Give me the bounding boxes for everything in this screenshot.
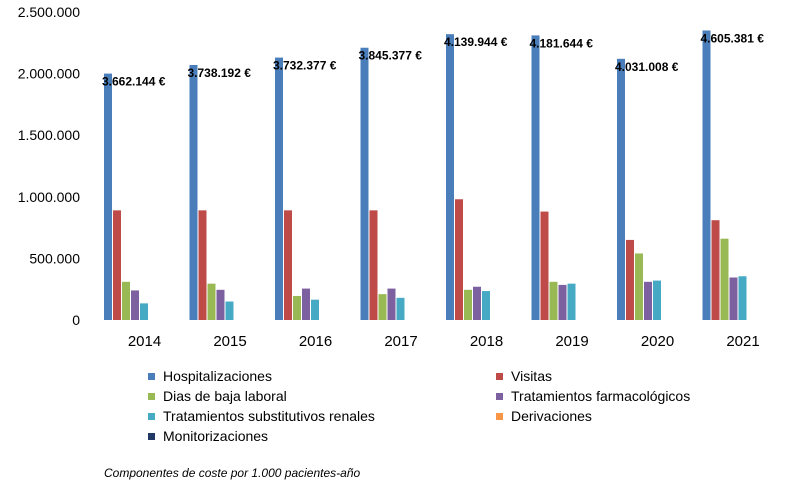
bar-hospitalizaciones-2016 [275, 57, 283, 321]
legend-swatch [496, 392, 503, 400]
x-tick-label: 2019 [555, 333, 588, 350]
legend-item: Monitorizaciones [148, 428, 268, 444]
bar-tratamientos-substitutivos-renales-2018 [482, 291, 490, 320]
bar-tratamientos-farmacol-gicos-2014 [131, 290, 139, 320]
bar-hospitalizaciones-2018 [446, 34, 454, 321]
y-tick-label: 1.000.000 [18, 189, 80, 205]
x-axis: 2014 2015 2016 2017 2018 2019 2020 2021 [128, 333, 760, 350]
x-tick-label: 2021 [726, 333, 759, 350]
legend-label: Derivaciones [511, 408, 592, 424]
bar-visitas-2016 [284, 210, 292, 320]
bar-visitas-2021 [711, 220, 720, 320]
x-tick-label: 2015 [213, 333, 246, 350]
bar-visitas-2017 [369, 210, 378, 320]
legend-label: Hospitalizaciones [163, 368, 272, 384]
y-tick-label: 0 [72, 312, 80, 328]
bar-hospitalizaciones-2014 [104, 73, 112, 320]
bar-tratamientos-farmacol-gicos-2016 [302, 288, 310, 320]
bar-tratamientos-farmacol-gicos-2021 [729, 277, 738, 320]
total-cost-label: 3.738.192 € [188, 66, 252, 80]
legend-label: Dias de baja laboral [163, 388, 287, 404]
bar-tratamientos-farmacol-gicos-2018 [473, 286, 481, 320]
bar-visitas-2014 [113, 210, 121, 320]
legend-swatch [148, 412, 155, 420]
legend-item: Tratamientos farmacológicos [496, 388, 690, 404]
total-cost-label: 4.139.944 € [444, 35, 508, 49]
legend-item: Hospitalizaciones [148, 368, 272, 384]
bar-dias-de-baja-laboral-2018 [464, 289, 472, 320]
legend-swatch [148, 372, 155, 380]
bar-dias-de-baja-laboral-2014 [122, 281, 130, 320]
legend-swatch [496, 372, 503, 380]
legend-label: Tratamientos substitutivos renales [163, 408, 375, 424]
legend-label: Monitorizaciones [163, 428, 269, 444]
legend-item: Dias de baja laboral [148, 388, 287, 404]
total-cost-label: 3.845.377 € [359, 49, 423, 63]
total-cost-annotations: 3.662.144 € 3.738.192 € 3.732.377 € 3.845.3… [102, 31, 764, 88]
bar-tratamientos-substitutivos-renales-2019 [567, 283, 576, 320]
bar-chart: 0 500.000 1.000.000 1.500.000 2.000.000 2.500… [18, 4, 765, 350]
bar-tratamientos-substitutivos-renales-2016 [311, 299, 319, 320]
bar-visitas-2018 [455, 199, 463, 320]
bar-dias-de-baja-laboral-2019 [549, 281, 558, 320]
legend-swatch [148, 432, 155, 440]
legend-label: Visitas [511, 368, 552, 384]
bar-dias-de-baja-laboral-2020 [635, 253, 643, 320]
y-tick-label: 2.500.000 [18, 4, 80, 20]
bar-hospitalizaciones-2015 [189, 64, 198, 320]
bar-dias-de-baja-laboral-2021 [720, 238, 729, 320]
bar-tratamientos-substitutivos-renales-2021 [738, 276, 747, 320]
bar-dias-de-baja-laboral-2016 [293, 295, 301, 320]
y-tick-label: 500.000 [29, 250, 80, 266]
bar-visitas-2015 [198, 210, 207, 320]
x-tick-label: 2016 [299, 333, 332, 350]
x-tick-label: 2018 [470, 333, 503, 350]
x-tick-label: 2014 [128, 333, 161, 350]
bar-dias-de-baja-laboral-2017 [378, 294, 387, 320]
total-cost-label: 3.732.377 € [273, 59, 337, 73]
bar-tratamientos-substitutivos-renales-2015 [225, 301, 234, 320]
bar-dias-de-baja-laboral-2015 [207, 283, 216, 320]
bar-group [104, 30, 747, 321]
y-tick-label: 2.000.000 [18, 66, 80, 82]
legend-item: Tratamientos substitutivos renales [148, 408, 375, 424]
x-tick-label: 2020 [641, 333, 674, 350]
bar-visitas-2020 [626, 239, 634, 320]
bar-tratamientos-substitutivos-renales-2014 [140, 303, 148, 320]
total-cost-label: 4.031.008 € [615, 60, 679, 74]
bar-tratamientos-farmacol-gicos-2019 [558, 284, 567, 320]
bar-visitas-2019 [540, 211, 549, 320]
total-cost-label: 4.181.644 € [530, 36, 594, 50]
legend-swatch [496, 412, 503, 420]
y-tick-label: 1.500.000 [18, 127, 80, 143]
legend-label: Tratamientos farmacológicos [511, 388, 691, 404]
y-axis: 0 500.000 1.000.000 1.500.000 2.000.000 2.500… [18, 4, 81, 328]
bar-tratamientos-farmacol-gicos-2015 [216, 289, 225, 320]
bar-hospitalizaciones-2019 [531, 35, 540, 321]
bar-hospitalizaciones-2017 [360, 47, 369, 321]
x-tick-label: 2017 [384, 333, 417, 350]
chart-caption: Componentes de coste por 1.000 pacientes… [104, 466, 361, 480]
bar-tratamientos-farmacol-gicos-2020 [644, 281, 652, 320]
bar-tratamientos-substitutivos-renales-2020 [653, 280, 661, 320]
legend-swatch [148, 392, 155, 400]
bar-hospitalizaciones-2020 [617, 58, 625, 320]
total-cost-label: 4.605.381 € [701, 31, 765, 45]
legend-item: Visitas [496, 368, 552, 384]
bar-hospitalizaciones-2021 [702, 30, 711, 320]
total-cost-label: 3.662.144 € [102, 75, 166, 89]
bar-tratamientos-farmacol-gicos-2017 [387, 288, 396, 320]
legend-item: Derivaciones [496, 408, 592, 424]
bar-tratamientos-substitutivos-renales-2017 [396, 297, 405, 320]
